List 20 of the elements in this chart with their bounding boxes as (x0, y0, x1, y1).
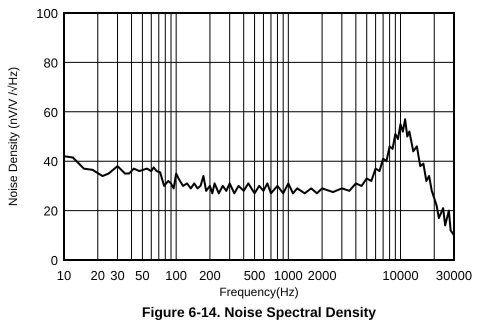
x-tick-label: 10000 (382, 268, 419, 283)
text: Figure 6-14. Noise Spectral Density (142, 304, 376, 320)
x-tick-label: 1000 (274, 268, 303, 283)
x-tick-label: 100 (165, 268, 188, 283)
y-tick-label: 80 (44, 55, 58, 70)
y-tick-label: 100 (36, 6, 58, 21)
y-tick-label: 60 (44, 104, 58, 120)
x-tick-label: 50 (135, 268, 150, 283)
x-tick-label: 20 (90, 268, 105, 283)
y-axis-title: Noise Density (nV/V /√Hz) (6, 66, 20, 206)
y-tick-label: 0 (50, 253, 58, 268)
x-tick-label: 10 (56, 268, 72, 283)
x-tick-label: 2000 (308, 268, 337, 283)
y-tick-label: 20 (44, 204, 58, 219)
x-axis-title: Frequency(Hz) (219, 285, 299, 299)
x-tick-label: 30000 (436, 268, 472, 283)
x-tick-label: 30 (110, 268, 125, 283)
x-tick-label: 500 (244, 268, 266, 283)
x-tick-label: 200 (199, 268, 221, 283)
y-tick-label: 40 (44, 154, 58, 170)
